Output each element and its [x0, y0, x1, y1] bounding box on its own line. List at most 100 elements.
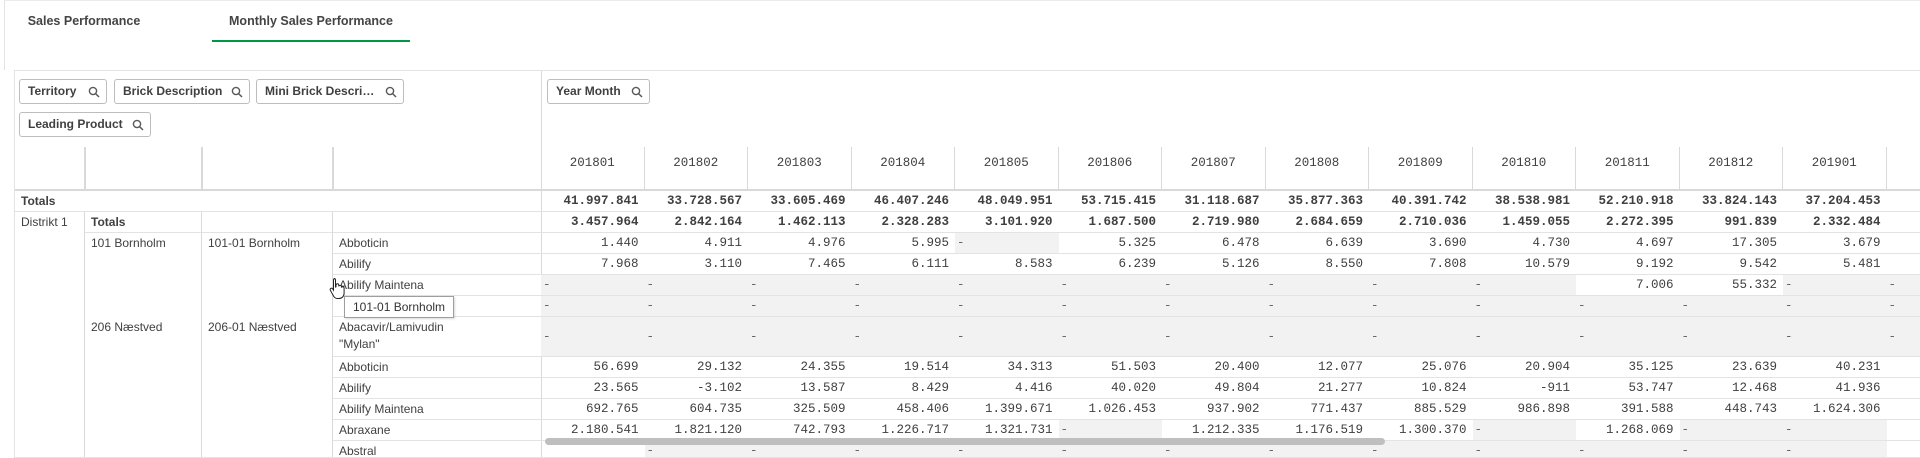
value-cell-201802: 29.132: [644, 357, 748, 378]
value-cell-201807: 5.126: [1162, 254, 1266, 275]
column-dimension-area: Year Month: [541, 71, 1920, 147]
value-cell-201810: -: [1472, 441, 1576, 457]
value-cell-201801: -: [541, 317, 645, 357]
brick-cell[interactable]: [85, 378, 202, 399]
mini-brick-cell[interactable]: [202, 254, 333, 275]
search-icon[interactable]: [231, 86, 243, 98]
product-cell[interactable]: Abilify Maintena: [333, 275, 541, 296]
value-cell-201801: 23.565: [541, 378, 645, 399]
column-header-201805[interactable]: 201805: [955, 147, 1059, 189]
product-cell[interactable]: Abilify: [333, 378, 541, 399]
value-cell-201810: -: [1472, 420, 1576, 441]
chip-brick-description-label: Brick Description: [123, 84, 223, 98]
value-cell-201802: -: [644, 441, 748, 457]
product-cell[interactable]: Abboticin: [333, 233, 541, 254]
product-cell[interactable]: Abacavir/Lamivudin "Mylan": [333, 317, 541, 357]
value-cell-201810: -: [1472, 275, 1576, 296]
value-cell-201804: 458.406: [851, 399, 955, 420]
brick-cell[interactable]: [85, 399, 202, 420]
column-header-201806[interactable]: 201806: [1059, 147, 1162, 189]
product-cell[interactable]: [333, 191, 541, 212]
column-header-201804[interactable]: 201804: [852, 147, 955, 189]
value-cell-201806: 40.020: [1058, 378, 1162, 399]
value-cell-201811: 4.697: [1576, 233, 1680, 254]
product-cell[interactable]: Abstral: [333, 441, 541, 457]
tab-monthly-sales-performance[interactable]: Monthly Sales Performance: [212, 1, 410, 42]
search-icon[interactable]: [385, 86, 397, 98]
value-cell-201802: 4.911: [644, 233, 748, 254]
mini-brick-cell[interactable]: [202, 212, 333, 233]
column-header-2[interactable]: 2: [1887, 147, 1920, 189]
chip-territory[interactable]: Territory: [19, 79, 107, 104]
mini-brick-cell[interactable]: [202, 296, 333, 317]
brick-cell[interactable]: [85, 441, 202, 457]
cell-tooltip: 101-01 Bornholm: [344, 296, 455, 318]
value-cell-201901: 1.624.306: [1783, 399, 1887, 420]
column-header-201901[interactable]: 201901: [1783, 147, 1887, 189]
territory-cell: [15, 357, 85, 378]
product-cell[interactable]: Abilify: [333, 254, 541, 275]
product-cell[interactable]: [333, 212, 541, 233]
tab-sales-performance[interactable]: Sales Performance: [27, 14, 141, 28]
mini-brick-cell[interactable]: [202, 191, 333, 212]
column-header-201810[interactable]: 201810: [1473, 147, 1576, 189]
value-cell-201806: 53.715.415: [1058, 191, 1162, 212]
chip-leading-product[interactable]: Leading Product: [19, 112, 151, 137]
mini-brick-cell[interactable]: [202, 357, 333, 378]
column-header-201807[interactable]: 201807: [1162, 147, 1266, 189]
value-cell-201802: 33.728.567: [644, 191, 748, 212]
column-header-201801[interactable]: 201801: [541, 147, 645, 189]
product-cell[interactable]: Abraxane: [333, 420, 541, 441]
value-cell-2: [1886, 399, 1920, 420]
search-icon[interactable]: [631, 86, 643, 98]
product-cell[interactable]: Abboticin: [333, 357, 541, 378]
value-cell-201901: 41.936: [1783, 378, 1887, 399]
mini-brick-cell[interactable]: 101-01 Bornholm: [202, 233, 333, 254]
brick-cell[interactable]: 101 Bornholm: [85, 233, 202, 254]
mini-brick-cell[interactable]: [202, 399, 333, 420]
value-cell-201811: -: [1576, 317, 1680, 357]
search-icon[interactable]: [88, 86, 100, 98]
value-cell-2: 2: [1886, 212, 1920, 233]
brick-cell[interactable]: Totals: [85, 212, 202, 233]
value-cell-201801: 41.997.841: [541, 191, 645, 212]
value-cell-201805: 48.049.951: [955, 191, 1059, 212]
value-cell-201803: -: [748, 296, 852, 317]
brick-cell[interactable]: [85, 254, 202, 275]
value-cell-201809: 25.076: [1369, 357, 1473, 378]
mini-brick-cell[interactable]: [202, 275, 333, 296]
chip-mini-brick-description[interactable]: Mini Brick Descri…: [256, 79, 404, 104]
column-header-201802[interactable]: 201802: [645, 147, 748, 189]
mini-brick-cell[interactable]: [202, 420, 333, 441]
value-cell-201804: -: [851, 441, 955, 457]
brick-cell[interactable]: [85, 296, 202, 317]
column-header-201803[interactable]: 201803: [748, 147, 852, 189]
column-header-201812[interactable]: 201812: [1680, 147, 1783, 189]
value-cell-201801: 3.457.964: [541, 212, 645, 233]
mini-brick-cell[interactable]: [202, 441, 333, 457]
chip-mini-brick-description-label: Mini Brick Descri…: [265, 84, 375, 98]
product-cell[interactable]: Abilify Maintena: [333, 399, 541, 420]
value-cell-201806: 1.687.500: [1058, 212, 1162, 233]
horizontal-scrollbar[interactable]: [545, 438, 1385, 445]
column-header-201809[interactable]: 201809: [1369, 147, 1473, 189]
table-row: Abboticin 56.699 29.132 24.355 19.514 34.313 5…: [15, 357, 1920, 378]
brick-cell[interactable]: [85, 191, 202, 212]
brick-cell[interactable]: [85, 420, 202, 441]
value-cell-201804: -: [851, 317, 955, 357]
brick-cell[interactable]: [85, 275, 202, 296]
value-cell-201803: 7.465: [748, 254, 852, 275]
mini-brick-cell[interactable]: 206-01 Næstved: [202, 317, 333, 357]
search-icon[interactable]: [132, 119, 144, 131]
chip-brick-description[interactable]: Brick Description: [114, 79, 250, 104]
chip-year-month[interactable]: Year Month: [547, 79, 650, 104]
column-header-201808[interactable]: 201808: [1266, 147, 1369, 189]
value-cell-201802: 2.842.164: [644, 212, 748, 233]
mini-brick-cell[interactable]: [202, 378, 333, 399]
value-cell-2: -: [1886, 275, 1920, 296]
brick-cell[interactable]: 206 Næstved: [85, 317, 202, 357]
column-header-201811[interactable]: 201811: [1576, 147, 1680, 189]
chip-territory-label: Territory: [28, 84, 77, 98]
brick-cell[interactable]: [85, 357, 202, 378]
value-cell-201806: -: [1058, 275, 1162, 296]
